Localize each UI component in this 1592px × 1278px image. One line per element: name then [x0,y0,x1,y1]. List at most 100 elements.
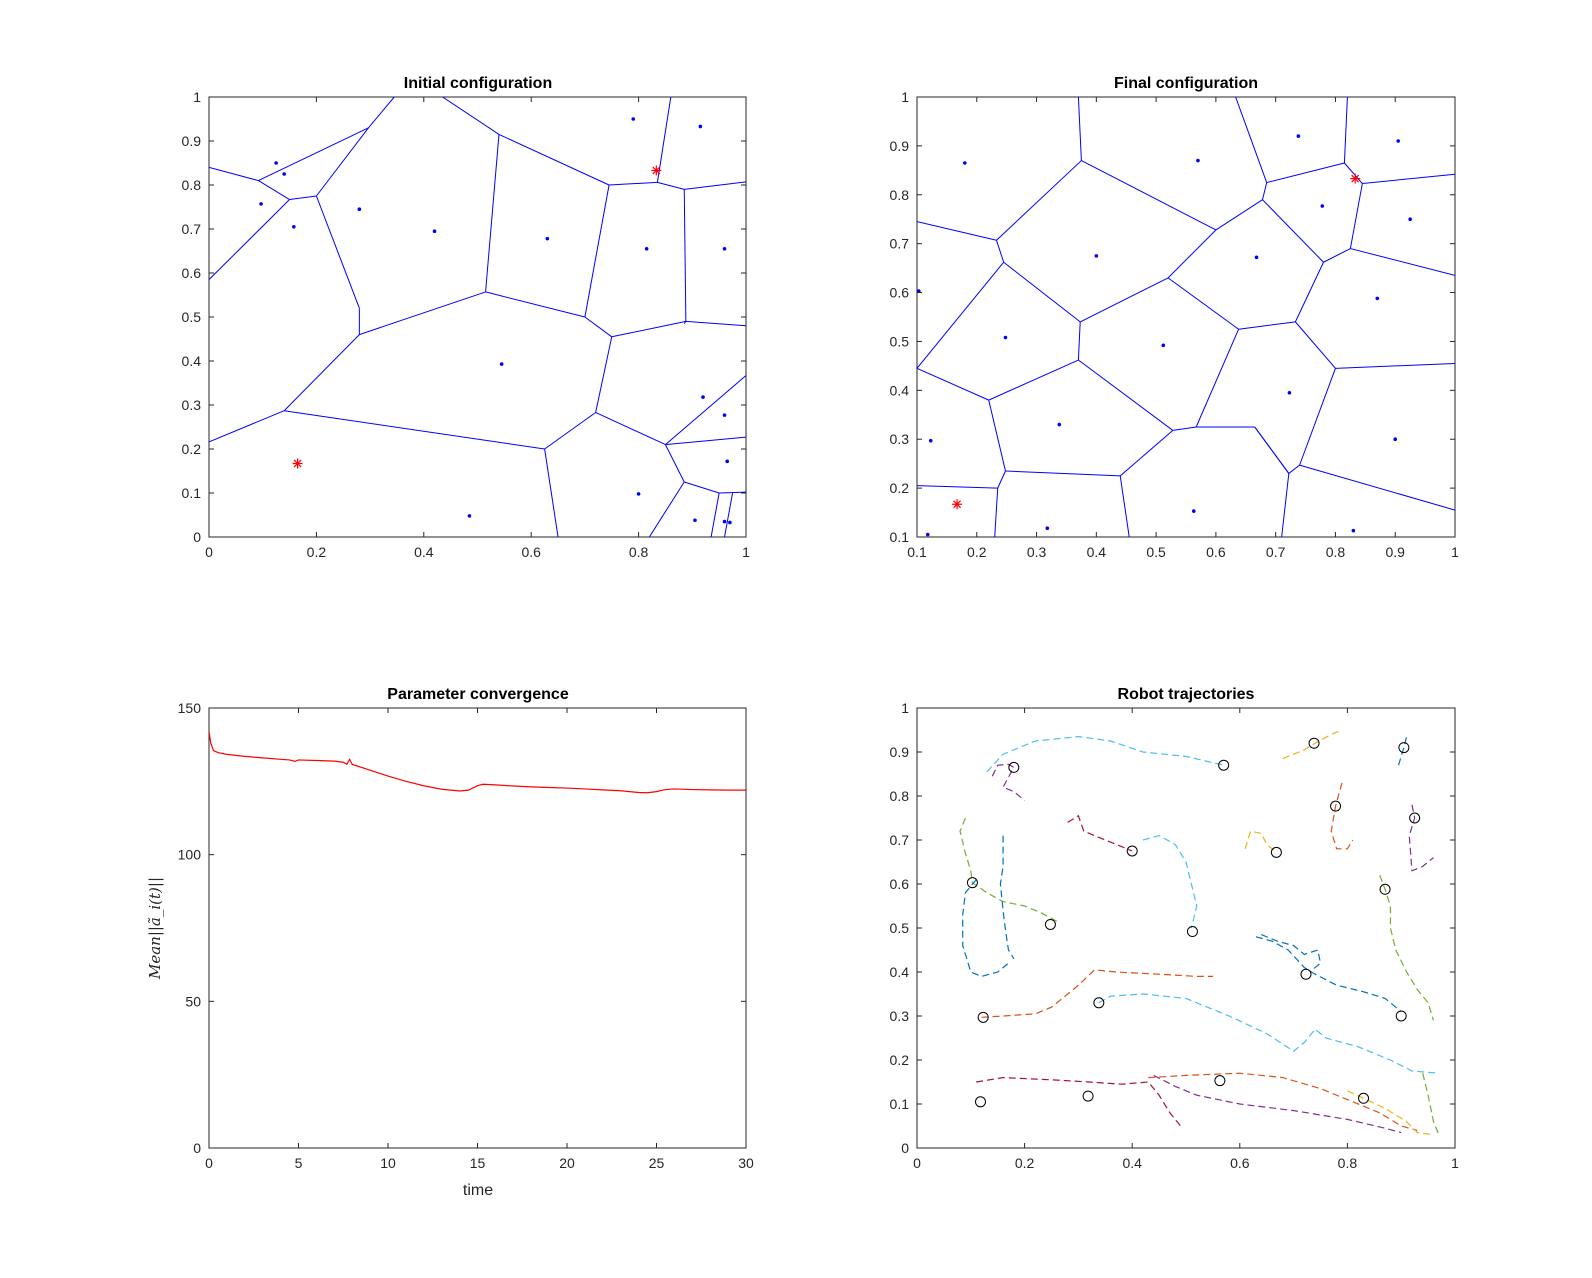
robot-point [1003,335,1008,340]
x-tick-label: 0.7 [1266,544,1286,560]
series-line [976,1076,1182,1127]
voronoi-edge [917,221,997,241]
voronoi-edge [996,240,1005,263]
x-tick-label: 0.8 [1338,1155,1358,1171]
x-tick-label: 0 [205,544,213,560]
final-position-marker [1395,1010,1407,1022]
series-line [1148,1072,1418,1131]
y-tick-label: 0.8 [182,177,202,193]
voronoi-edge [665,375,746,445]
voronoi-edge [1235,97,1268,183]
voronoi-edge [609,181,658,186]
voronoi-edge [485,291,586,318]
x-tick-label: 0.4 [1122,1155,1142,1171]
voronoi-edge [544,412,596,450]
robot-point [925,532,930,537]
voronoi-edge [1299,464,1455,511]
initial-ticks: 0 0.2 0.4 0.6 0.8 1 0 0.1 0.2 0.3 0.4 0.5 0.6 0.7 0.8 0… [182,89,751,560]
x-tick-label: 0.3 [1027,544,1047,560]
voronoi-edge [1299,368,1336,466]
voronoi-edge [1350,248,1455,276]
robot-point [1287,390,1292,395]
final-position-marker [1008,761,1020,773]
voronoi-edge [544,448,559,537]
voronoi-edge [1119,430,1174,477]
series-line [1261,934,1322,973]
robot-point [644,247,649,251]
voronoi-edge [1294,262,1324,323]
series-line [1142,834,1198,929]
y-tick-label: 0.3 [890,1008,910,1024]
final-position-marker [1218,759,1230,771]
robot-point [1191,509,1196,513]
y-tick-label: 0.7 [890,236,910,252]
final-position-marker [1398,742,1410,754]
series-line [1153,1074,1402,1134]
voronoi-edge [1003,261,1081,323]
y-tick-label: 0.6 [182,265,202,281]
y-tick-label: 0.5 [182,309,202,325]
voronoi-edge [996,160,1082,241]
voronoi-edge [917,261,1005,369]
final-position-marker [1379,883,1391,895]
robot-trajectories-panel: Robot trajectories 0 0.2 0.4 0.6 0.8 1 0 0.1 0.2… [890,686,1460,1171]
y-tick-label: 0.8 [890,187,910,203]
robot-point [698,124,703,129]
voronoi-edge [289,195,317,201]
y-tick-label: 0.1 [890,529,910,545]
y-tick-label: 0.3 [182,397,202,413]
final-position-marker [966,877,978,889]
voronoi-edge [988,399,1006,472]
voronoi-edge [258,180,290,200]
voronoi-edge [997,470,1006,489]
y-tick-label: 0 [901,1140,909,1156]
voronoi-edge [485,134,500,292]
final-plot-area [917,97,1455,537]
voronoi-edge [917,367,989,401]
final-position-marker [1126,845,1138,857]
voronoi-edge [284,410,545,450]
series-line [1330,782,1354,850]
robot-point [725,459,730,464]
robot-point [1393,437,1398,442]
y-tick-label: 0.6 [890,876,910,892]
voronoi-edge [1077,97,1082,161]
robot-point [274,161,278,165]
voronoi-edge [656,97,672,183]
voronoi-edge [1079,277,1169,323]
y-tick-label: 100 [178,847,202,863]
voronoi-edge [1119,475,1130,537]
robot-point [1320,204,1325,208]
voronoi-edge [1362,173,1455,185]
voronoi-edge [994,488,999,537]
voronoi-edge [1281,473,1290,537]
voronoi-edge [258,127,369,182]
y-tick-label: 0.7 [182,221,202,237]
y-tick-label: 0.5 [890,920,910,936]
final-configuration-panel: Final configuration 0.1 0.2 0.3 0.4 0.5 0.6 0.… [890,75,1460,560]
trajectories-plot-area [959,729,1440,1136]
robot-point [1161,343,1166,348]
robot-point [722,247,727,251]
voronoi-edge [988,359,1079,401]
robot-point [1408,217,1412,222]
series-line [1379,874,1435,1021]
x-tick-label: 10 [380,1155,396,1171]
y-tick-label: 0.4 [890,964,910,980]
voronoi-edge [683,189,687,322]
voronoi-edge [648,481,685,537]
voronoi-edge [315,195,360,309]
y-tick-label: 0.2 [182,441,202,457]
robot-point [917,289,921,293]
final-position-marker [1358,1092,1370,1104]
robot-point [1254,255,1259,260]
x-tick-label: 0.2 [967,544,987,560]
y-tick-label: 0.3 [890,431,910,447]
series-line [959,817,1058,922]
series-line [1422,1073,1440,1136]
robot-point [722,519,727,524]
convergence-ylabel: Mean||ã_i(t)|| [146,877,164,980]
voronoi-edge [359,291,486,336]
robot-point [728,520,732,525]
